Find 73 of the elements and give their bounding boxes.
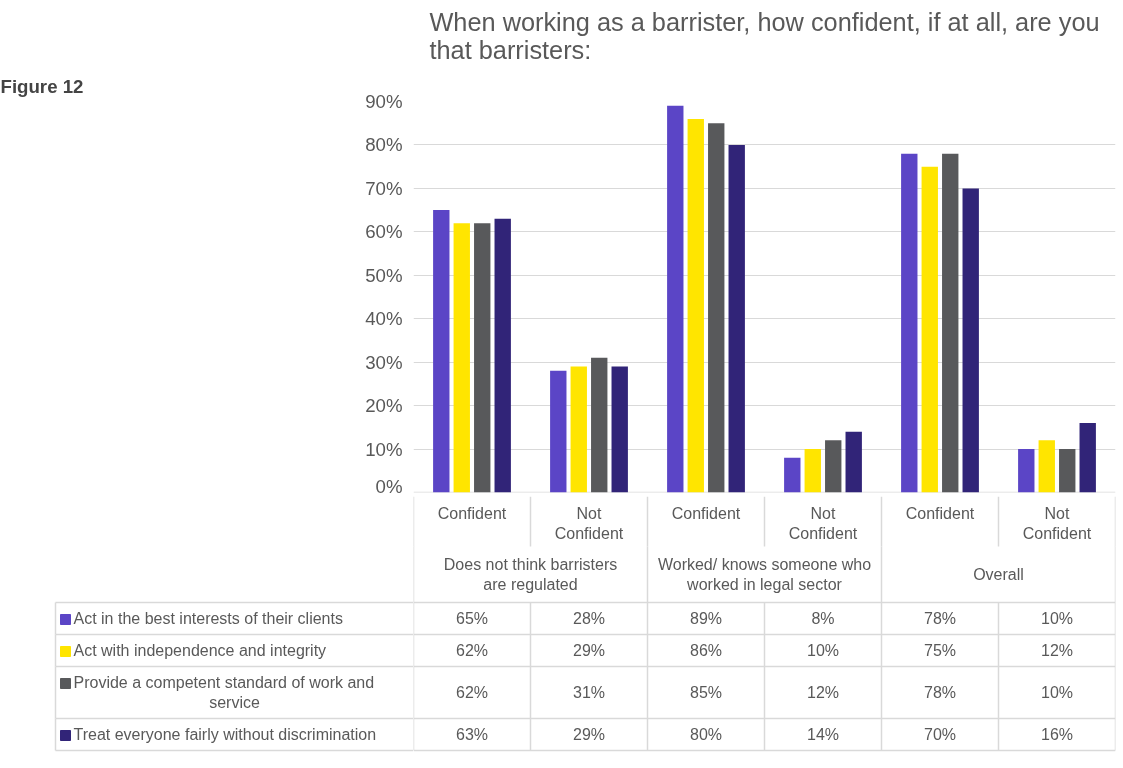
bar: [901, 153, 918, 493]
data-label: 12%: [1040, 642, 1074, 659]
data-label: 80%: [689, 726, 723, 743]
y-tick-label: 20%: [365, 395, 403, 417]
bar: [825, 440, 842, 493]
y-tick-label: 30%: [365, 351, 403, 373]
bar: [942, 153, 959, 493]
data-label: 65%: [455, 610, 489, 627]
bar: [728, 144, 745, 493]
data-label: 29%: [572, 642, 606, 659]
legend-label: Act with independence and integrity: [73, 641, 327, 659]
x-tick-label: Confident: [905, 504, 975, 522]
legend-label: Act in the best interests of their clients: [73, 609, 343, 627]
bar: [474, 223, 491, 493]
legend-label: Provide a competent standard of work and service: [73, 673, 375, 711]
data-label: 8%: [811, 610, 835, 627]
bar: [1038, 440, 1055, 493]
data-label: 70%: [923, 726, 957, 743]
y-tick-label: 40%: [365, 308, 403, 330]
data-label: 62%: [455, 642, 489, 659]
x-tick-label: Not Confident: [1022, 504, 1092, 542]
bar: [453, 223, 470, 493]
bar: [591, 357, 608, 493]
data-label: 62%: [455, 684, 489, 701]
data-label: 12%: [806, 684, 840, 701]
data-label: 14%: [806, 726, 840, 743]
bar: [494, 218, 511, 493]
bar: [1018, 449, 1035, 493]
data-label: 85%: [689, 684, 723, 701]
data-label: 78%: [923, 684, 957, 701]
data-label: 75%: [923, 642, 957, 659]
text: Worked/ knows someone who worked in legal sector: [657, 555, 872, 594]
bar: [921, 166, 938, 493]
bar: [784, 457, 801, 493]
text: Does not think barristers are regulated: [443, 555, 618, 594]
x-tick-label: Confident: [437, 504, 507, 522]
data-label: 29%: [572, 726, 606, 743]
y-tick-label: 90%: [365, 91, 403, 112]
data-label: 31%: [572, 684, 606, 701]
bar: [1059, 449, 1076, 493]
y-tick-label: 0%: [375, 475, 403, 497]
data-label: 78%: [923, 610, 957, 627]
x-tick-label: Not Confident: [788, 504, 858, 542]
bar: [433, 210, 450, 493]
bar: [611, 366, 628, 493]
y-tick-label: 50%: [365, 264, 403, 286]
bar: [667, 105, 684, 493]
y-tick-label: 70%: [365, 177, 403, 199]
x-tick-label: Confident: [671, 504, 741, 522]
data-label: 10%: [806, 642, 840, 659]
bar: [550, 370, 567, 493]
y-tick-label: 60%: [365, 221, 403, 243]
legend-label: Treat everyone fairly without discrimination: [73, 725, 377, 743]
data-label: 10%: [1040, 610, 1074, 627]
y-tick-label: 10%: [365, 438, 403, 460]
bar: [1079, 422, 1096, 493]
bar: [845, 431, 862, 493]
data-label: 10%: [1040, 684, 1074, 701]
data-label: 86%: [689, 642, 723, 659]
data-label: 28%: [572, 610, 606, 627]
data-label: 63%: [455, 726, 489, 743]
bar: [708, 123, 725, 493]
y-tick-label: 80%: [365, 134, 403, 156]
bar: [570, 366, 587, 493]
bar: [687, 118, 704, 493]
data-label: 89%: [689, 610, 723, 627]
data-label: 16%: [1040, 726, 1074, 743]
chart-title: When working as a barrister, how confident, if at all, are you that barristers:: [429, 7, 1100, 64]
bar: [962, 188, 979, 493]
caption: Figure 12: [0, 75, 84, 97]
bar: [804, 449, 821, 493]
x-tick-label: Not Confident: [554, 504, 624, 542]
text: Overall: [973, 566, 1024, 583]
